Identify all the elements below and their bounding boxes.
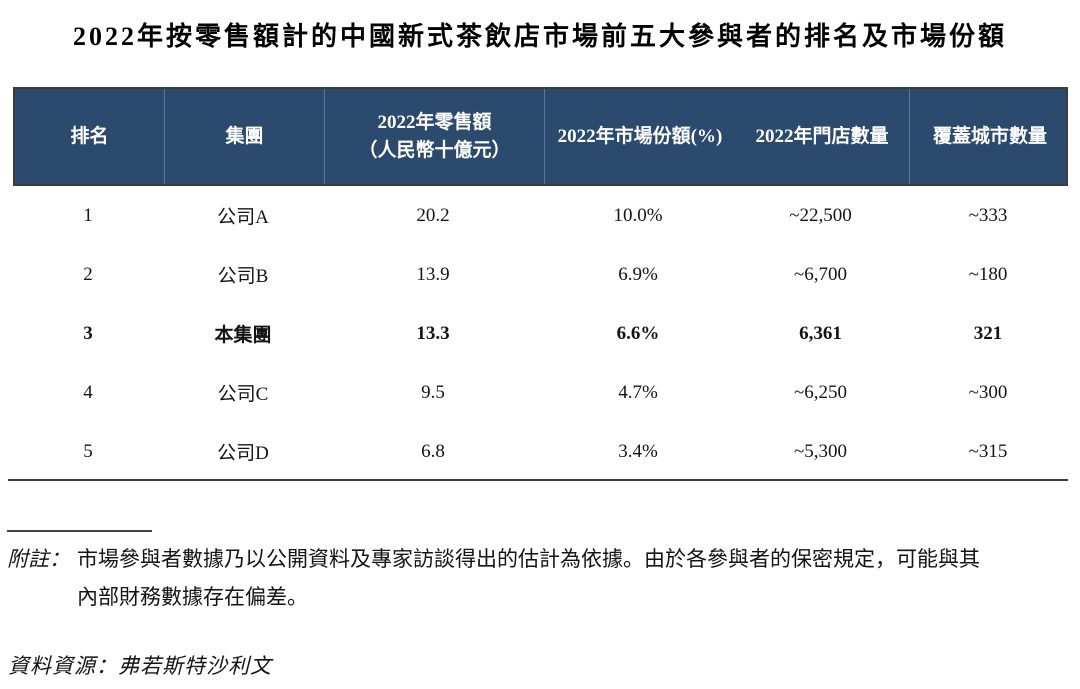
header-retail-sales: 2022年零售額 （人民幣十億元） xyxy=(325,89,545,184)
cell-rank: 1 xyxy=(83,204,93,226)
cell-retail: 20.2 xyxy=(416,204,450,226)
cell-cities: ~180 xyxy=(968,263,1008,285)
cell-share: 3.4% xyxy=(618,440,658,462)
cell-retail: 9.5 xyxy=(421,381,445,403)
cell-group: 公司A xyxy=(217,207,269,228)
table-row-company-d: 5 公司D 6.8 3.4% ~5,300 ~315 xyxy=(13,422,1068,481)
table-row-company-c: 4 公司C 9.5 4.7% ~6,250 ~300 xyxy=(13,363,1068,422)
header-store-count: 2022年門店數量 xyxy=(735,89,910,184)
cell-rank: 5 xyxy=(83,440,93,462)
page-title: 2022年按零售額計的中國新式茶飲店市場前五大參與者的排名及市場份額 xyxy=(72,22,1007,51)
table-header-row: 排名 集團 2022年零售額 （人民幣十億元） 2022年市場份額(%) 202… xyxy=(13,87,1068,186)
cell-group: 公司B xyxy=(217,266,269,287)
market-share-table: 排名 集團 2022年零售額 （人民幣十億元） 2022年市場份額(%) 202… xyxy=(13,87,1068,481)
footnote-line: 內部財務數據存在偏差。 xyxy=(77,585,308,609)
cell-stores: 6,361 xyxy=(799,322,842,344)
cell-group: 公司D xyxy=(217,443,269,464)
table-body: 1 公司A 20.2 10.0% ~22,500 ~333 2 公司B 13.9… xyxy=(13,186,1068,481)
footnote-label: 附註： xyxy=(7,547,70,571)
cell-retail: 6.8 xyxy=(421,440,445,462)
footnote-text: 市場參與者數據乃以公開資料及專家訪談得出的估計為依據。由於各參與者的保密規定，可… xyxy=(77,540,1073,616)
header-group: 集團 xyxy=(165,89,325,184)
cell-retail: 13.9 xyxy=(416,263,450,285)
cell-group: 公司C xyxy=(217,384,269,405)
cell-stores: ~6,250 xyxy=(793,381,848,403)
cell-stores: ~6,700 xyxy=(793,263,848,285)
table-row-our-group: 3 本集團 13.3 6.6% 6,361 321 xyxy=(13,304,1068,363)
cell-cities: ~333 xyxy=(968,204,1008,226)
cell-retail: 13.3 xyxy=(416,322,450,344)
header-rank: 排名 xyxy=(15,89,165,184)
cell-cities: ~315 xyxy=(968,440,1008,462)
cell-share: 6.6% xyxy=(616,322,660,344)
table-row-company-b: 2 公司B 13.9 6.9% ~6,700 ~180 xyxy=(13,245,1068,304)
table-row-company-a: 1 公司A 20.2 10.0% ~22,500 ~333 xyxy=(13,186,1068,245)
cell-group: 本集團 xyxy=(214,325,272,346)
header-market-share: 2022年市場份額(%) xyxy=(557,125,723,147)
footnote-line: 市場參與者數據乃以公開資料及專家訪談得出的估計為依據。由於各參與者的保密規定，可… xyxy=(77,547,980,571)
cell-share: 6.9% xyxy=(618,263,658,285)
data-source-line: 資料資源：弗若斯特沙利文 xyxy=(8,654,272,678)
cell-cities: ~300 xyxy=(968,381,1008,403)
table-bottom-rule xyxy=(8,479,1068,481)
cell-rank: 3 xyxy=(83,322,93,344)
cell-share: 10.0% xyxy=(613,204,663,226)
footnote: 附註： 市場參與者數據乃以公開資料及專家訪談得出的估計為依據。由於各參與者的保密… xyxy=(7,540,1073,616)
cell-share: 4.7% xyxy=(618,381,658,403)
cell-stores: ~5,300 xyxy=(793,440,848,462)
cell-rank: 2 xyxy=(83,263,93,285)
cell-cities: 321 xyxy=(973,322,1003,344)
footnote-separator-rule xyxy=(7,530,152,532)
cell-rank: 4 xyxy=(83,381,93,403)
cell-stores: ~22,500 xyxy=(789,204,852,226)
header-city-coverage: 覆蓋城市數量 xyxy=(932,125,1047,147)
